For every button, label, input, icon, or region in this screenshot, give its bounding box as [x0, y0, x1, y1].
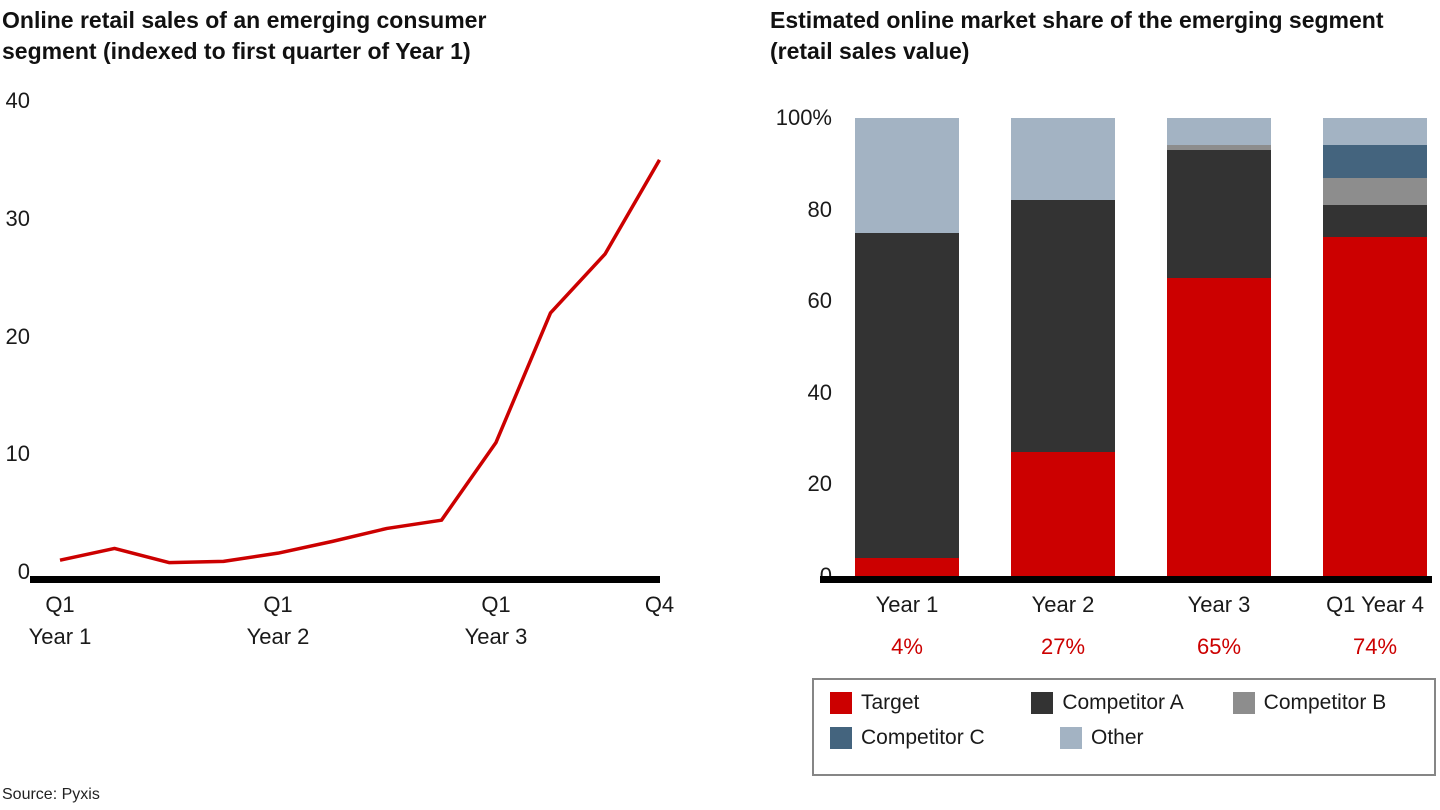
bar-segment-other	[1011, 118, 1115, 201]
legend-label: Competitor B	[1263, 691, 1387, 714]
line-chart-plot: 0 10 20 30 40 Q1 Year 1 Q1 Year 2 Q1 Year 3 Q4	[5, 88, 675, 649]
category-label: Year 2	[1031, 592, 1095, 617]
bar-segment-target	[1323, 237, 1427, 576]
x-axis-year-label: Year 2	[246, 624, 310, 649]
legend-label: Other	[1091, 726, 1144, 749]
chart-legend: Target Competitor A Competitor B Competitor…	[812, 678, 1436, 776]
legend-label: Target	[861, 691, 920, 714]
legend-swatch-competitor-b	[1232, 692, 1255, 714]
y-axis-tick-label: 100%	[775, 105, 832, 130]
target-share-label: 65%	[1196, 634, 1242, 659]
x-axis-line	[30, 576, 660, 583]
bar-segment-competitor-a	[1011, 200, 1115, 453]
legend-swatch-target	[830, 692, 852, 714]
y-axis-tick-label: 60	[807, 288, 832, 314]
x-axis-tick-label: Q1	[263, 592, 293, 617]
bar-segment-competitor-a	[1167, 150, 1271, 279]
line-chart-title: Online retail sales of an emerging consu…	[2, 7, 487, 64]
legend-label: Competitor C	[861, 726, 985, 749]
bar-segment-other	[1167, 118, 1271, 146]
x-axis-year-label: Year 3	[464, 624, 528, 649]
target-share-label: 27%	[1040, 634, 1086, 659]
category-label: Year 3	[1187, 592, 1251, 617]
bar-segment-competitor-a	[855, 232, 959, 558]
y-axis-tick-label: 40	[807, 379, 832, 405]
legend-swatch-competitor-c	[830, 727, 852, 749]
x-axis-tick-label: Q1	[481, 592, 511, 617]
bar-segment-target	[1167, 278, 1271, 576]
legend-swatch-other	[1060, 727, 1082, 749]
stacked-bar-chart-plot: 020406080100%Year 14%Year 227%Year 365%Q…	[720, 0, 1440, 810]
target-share-label: 4%	[891, 634, 923, 659]
category-label: Q1 Year 4	[1326, 592, 1424, 617]
y-axis-tick-label: 10	[5, 441, 30, 467]
x-axis-tick-label: Q1	[45, 592, 75, 617]
sales-index-line-series	[59, 158, 662, 565]
bar-segment-competitor-b	[1323, 177, 1427, 205]
y-axis-tick-label: 20	[5, 323, 30, 349]
legend-label: Competitor A	[1062, 691, 1184, 714]
legend-row: Target Competitor A Competitor B	[830, 691, 1434, 715]
bar-segment-target	[1011, 452, 1115, 576]
bar-segment-target	[855, 557, 959, 576]
y-axis-tick-label: 30	[5, 205, 30, 231]
target-share-label: 74%	[1352, 634, 1398, 659]
bar-segment-competitor-c	[1323, 145, 1427, 178]
legend-item-competitor-a: Competitor A	[1031, 691, 1232, 715]
legend-item-competitor-b: Competitor B	[1232, 691, 1434, 715]
y-axis-tick-label: 80	[807, 196, 832, 222]
source-note: Source: Pyxis	[2, 786, 100, 803]
legend-item-competitor-c: Competitor C	[830, 726, 1060, 750]
legend-item-other: Other	[1060, 726, 1290, 750]
bar-chart-title: Estimated online market share of the eme…	[770, 7, 1384, 64]
bar-segment-competitor-b	[1167, 145, 1271, 151]
legend-row: Competitor C Other	[830, 726, 1434, 750]
y-axis-tick-label: 40	[5, 88, 30, 113]
category-label: Year 1	[875, 592, 939, 617]
y-axis-tick-label: 20	[807, 471, 832, 497]
y-axis-tick-label: 0	[17, 559, 30, 584]
bar-segment-other	[1323, 118, 1427, 146]
x-axis-year-label: Year 1	[28, 624, 92, 649]
x-axis-line	[820, 576, 1432, 583]
legend-swatch-competitor-a	[1031, 692, 1054, 714]
x-axis-tick-label: Q4	[644, 592, 675, 617]
legend-item-target: Target	[830, 691, 1031, 715]
bar-segment-competitor-a	[1323, 205, 1427, 238]
bar-segment-other	[855, 118, 959, 233]
